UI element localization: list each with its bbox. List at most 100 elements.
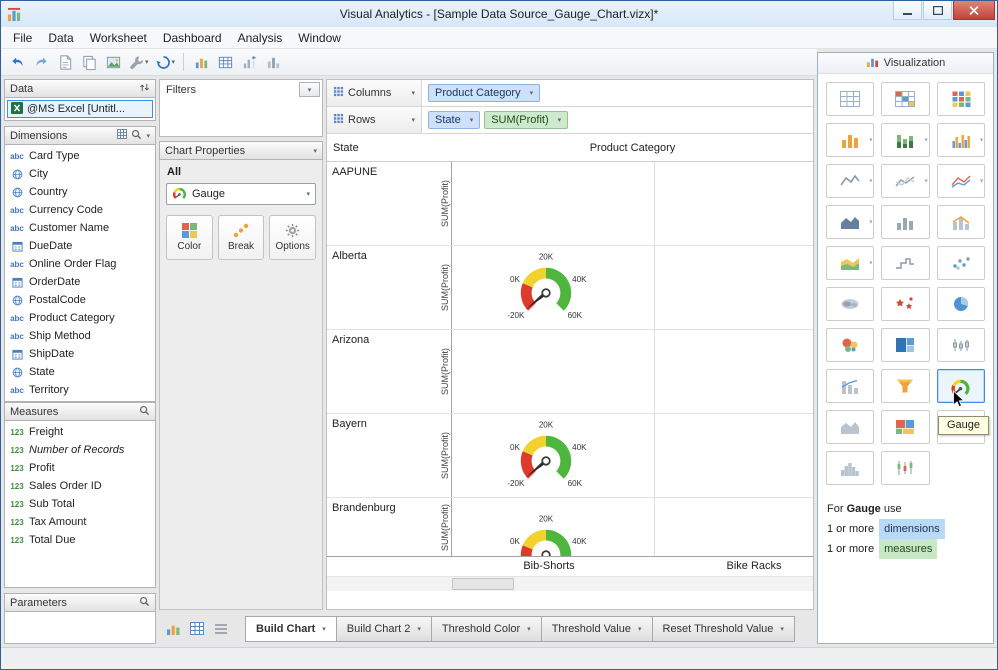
rows-shelf-button[interactable]: Rows ▾ xyxy=(327,107,422,133)
dimension-field-currency-code[interactable]: abc Currency Code xyxy=(5,201,155,219)
pill-product-category[interactable]: Product Category ▾ xyxy=(428,84,541,102)
viz-type-gauge[interactable] xyxy=(936,369,985,403)
dimension-field-product-category[interactable]: abc Product Category xyxy=(5,309,155,327)
dimension-field-postalcode[interactable]: PostalCode xyxy=(5,291,155,309)
dimension-field-shipdate[interactable]: ShipDate xyxy=(5,345,155,363)
dimension-field-ship-method[interactable]: abc Ship Method xyxy=(5,327,155,345)
search-icon[interactable] xyxy=(139,405,150,419)
viz-type-funnel-chart[interactable] xyxy=(881,369,930,403)
measure-field-total-due[interactable]: 123 Total Due xyxy=(5,531,155,549)
dimension-field-online-order-flag[interactable]: abc Online Order Flag xyxy=(5,255,155,273)
columns-shelf[interactable]: Product Category ▾ xyxy=(422,80,813,106)
filters-dropdown-button[interactable]: ▾ xyxy=(299,82,320,97)
redo-button[interactable] xyxy=(30,51,52,73)
scrollbar-thumb[interactable] xyxy=(452,578,514,590)
viz-type-treemap[interactable] xyxy=(881,328,930,362)
menu-file[interactable]: File xyxy=(13,30,33,45)
viz-type-highlight-table[interactable] xyxy=(881,82,930,116)
new-worksheet-button[interactable] xyxy=(54,51,76,73)
viz-type-area-chart[interactable] xyxy=(826,205,875,239)
dimension-field-customer-name[interactable]: abc Customer Name xyxy=(5,219,155,237)
viz-type-step-line[interactable] xyxy=(881,246,930,280)
data-source-item[interactable]: @MS Excel [Untitl... xyxy=(7,100,153,118)
gauge-mark[interactable]: 20K 0K 40K -20K 60K xyxy=(492,508,600,556)
viz-type-side-by-side-bar[interactable] xyxy=(936,123,985,157)
viz-type-word-cloud[interactable] xyxy=(826,287,875,321)
color-button[interactable]: Color xyxy=(166,215,213,260)
tab-build-chart-2[interactable]: Build Chart 2 ▾ xyxy=(336,615,432,642)
viz-type-stacked-area[interactable] xyxy=(826,246,875,280)
gauge-mark[interactable]: 20K 0K 40K -20K 60K xyxy=(492,414,600,497)
dimension-field-state[interactable]: State xyxy=(5,363,155,381)
dimension-field-territory[interactable]: abc Territory xyxy=(5,381,155,399)
filters-shelf[interactable]: Filters ▾ xyxy=(159,79,323,137)
refresh-data-button[interactable]: ▾ xyxy=(153,51,178,73)
gauge-mark[interactable]: 20K 0K 40K -20K 60K xyxy=(492,246,600,329)
viz-type-bar-chart[interactable] xyxy=(826,123,875,157)
tab-reset-threshold-value[interactable]: Reset Threshold Value ▾ xyxy=(652,615,795,642)
measure-field-profit[interactable]: 123 Profit xyxy=(5,459,155,477)
dimension-field-duedate[interactable]: DueDate xyxy=(5,237,155,255)
rows-shelf[interactable]: State ▾ SUM(Profit) ▾ xyxy=(422,107,813,133)
measure-field-freight[interactable]: 123 Freight xyxy=(5,423,155,441)
chevron-down-icon[interactable]: ▾ xyxy=(146,132,150,140)
viz-type-pareto-chart[interactable] xyxy=(826,369,875,403)
menu-window[interactable]: Window xyxy=(298,30,341,45)
chart-type-select[interactable]: Gauge ▾ xyxy=(166,183,316,205)
measure-field-number-of-records[interactable]: 123 Number of Records xyxy=(5,441,155,459)
pill-state[interactable]: State ▾ xyxy=(428,111,481,129)
table-grid-icon[interactable] xyxy=(117,129,128,142)
swap-axes-button[interactable] xyxy=(238,51,260,73)
viz-type-box-plot[interactable] xyxy=(936,328,985,362)
view-chart-button[interactable] xyxy=(161,618,185,640)
tab-build-chart[interactable]: Build Chart ▾ xyxy=(245,615,337,642)
export-image-button[interactable] xyxy=(102,51,124,73)
menu-analysis[interactable]: Analysis xyxy=(237,30,283,45)
show-bars-button[interactable] xyxy=(262,51,284,73)
measure-field-sales-order-id[interactable]: 123 Sales Order ID xyxy=(5,477,155,495)
tools-button[interactable]: ▾ xyxy=(126,51,151,73)
viz-type-text-table[interactable] xyxy=(826,82,875,116)
show-chart-button[interactable] xyxy=(190,51,212,73)
viz-type-treemap-multi[interactable] xyxy=(881,410,930,444)
dimension-field-card-type[interactable]: abc Card Type xyxy=(5,147,155,165)
viz-type-histogram[interactable] xyxy=(826,451,875,485)
search-icon[interactable] xyxy=(131,129,142,143)
chart-properties-header[interactable]: Chart Properties ▾ xyxy=(159,141,323,160)
options-button[interactable]: Options xyxy=(269,215,317,260)
swap-data-source-icon[interactable] xyxy=(139,82,150,96)
pill-sum-profit[interactable]: SUM(Profit) ▾ xyxy=(484,111,569,129)
menu-worksheet[interactable]: Worksheet xyxy=(89,30,147,45)
viz-type-combo-chart[interactable] xyxy=(936,205,985,239)
minimize-button[interactable] xyxy=(893,1,922,20)
maximize-button[interactable] xyxy=(923,1,952,20)
dimension-field-country[interactable]: Country xyxy=(5,183,155,201)
viz-type-scatter-plot[interactable] xyxy=(936,246,985,280)
viz-type-dual-line[interactable] xyxy=(881,164,930,198)
break-button[interactable]: Break xyxy=(217,215,265,260)
measure-field-sub-total[interactable]: 123 Sub Total xyxy=(5,495,155,513)
duplicate-button[interactable] xyxy=(78,51,100,73)
menu-dashboard[interactable]: Dashboard xyxy=(162,30,222,45)
menu-data[interactable]: Data xyxy=(48,30,74,45)
view-list-button[interactable] xyxy=(209,618,233,640)
viz-type-line-chart[interactable] xyxy=(826,164,875,198)
horizontal-scrollbar[interactable] xyxy=(327,576,813,591)
tab-threshold-color[interactable]: Threshold Color ▾ xyxy=(431,615,542,642)
undo-button[interactable] xyxy=(6,51,28,73)
viz-type-area-gray[interactable] xyxy=(826,410,875,444)
viz-type-column-chart[interactable] xyxy=(881,205,930,239)
viz-type-multi-line[interactable] xyxy=(936,164,985,198)
viz-type-pie-chart[interactable] xyxy=(936,287,985,321)
show-crosstab-button[interactable] xyxy=(214,51,236,73)
viz-type-heat-map[interactable] xyxy=(936,82,985,116)
search-icon[interactable] xyxy=(139,596,150,610)
columns-shelf-button[interactable]: Columns ▾ xyxy=(327,80,422,106)
dimension-field-orderdate[interactable]: OrderDate xyxy=(5,273,155,291)
viz-type-shape-chart[interactable] xyxy=(881,287,930,321)
close-button[interactable] xyxy=(953,1,995,20)
dimension-field-city[interactable]: City xyxy=(5,165,155,183)
tab-threshold-value[interactable]: Threshold Value ▾ xyxy=(541,615,653,642)
view-crosstab-button[interactable] xyxy=(185,618,209,640)
viz-type-packed-bubbles[interactable] xyxy=(826,328,875,362)
